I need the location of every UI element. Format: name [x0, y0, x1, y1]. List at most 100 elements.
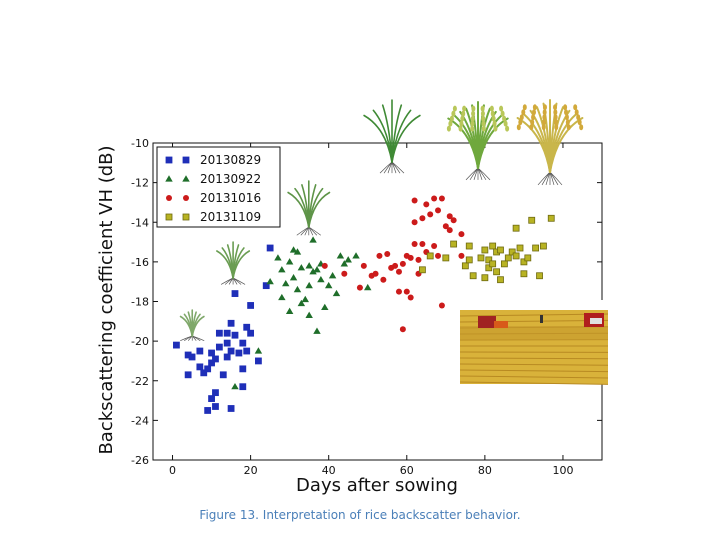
data-point — [450, 217, 457, 224]
data-point — [392, 262, 399, 269]
y-tick-label: -26 — [131, 454, 149, 467]
data-point — [282, 279, 290, 287]
data-point — [231, 382, 239, 390]
data-point — [305, 281, 313, 289]
legend-box — [156, 146, 281, 228]
legend-marker — [166, 195, 172, 201]
data-point — [411, 197, 418, 204]
legend-marker — [182, 156, 190, 164]
data-point — [293, 248, 302, 255]
field-row — [459, 363, 609, 366]
data-point — [520, 270, 528, 278]
data-point — [317, 275, 325, 283]
data-point — [332, 289, 341, 297]
data-point — [536, 272, 543, 280]
data-point — [173, 341, 180, 349]
seedling-medium — [216, 241, 251, 285]
field-sky — [460, 300, 608, 310]
data-point — [399, 260, 406, 267]
data-point — [458, 231, 465, 238]
data-point — [431, 195, 438, 202]
data-point — [227, 347, 235, 355]
data-point — [289, 246, 298, 253]
harvest-field-photo — [459, 300, 609, 385]
legend-marker — [182, 175, 190, 182]
data-point — [399, 326, 406, 333]
data-point — [231, 331, 239, 339]
series-20131109 — [418, 214, 555, 284]
data-point — [547, 214, 555, 222]
data-point — [423, 201, 430, 208]
data-point — [235, 349, 243, 357]
harvested-strip — [460, 326, 608, 340]
data-point — [469, 272, 477, 280]
x-tick-label: 0 — [169, 464, 176, 477]
seedling-small — [179, 309, 205, 342]
harvester-left — [478, 316, 496, 328]
data-point — [500, 260, 508, 268]
legend-marker — [165, 175, 173, 182]
data-point — [215, 343, 223, 351]
data-point — [285, 307, 294, 315]
data-point — [384, 250, 391, 257]
y-tick-label: -24 — [131, 414, 149, 427]
data-point — [497, 246, 504, 254]
data-point — [328, 272, 337, 279]
data-point — [227, 405, 235, 412]
data-point — [215, 329, 223, 337]
data-point — [262, 282, 270, 290]
data-point — [411, 219, 418, 226]
data-point — [395, 268, 402, 275]
data-point — [313, 327, 321, 334]
y-tick-label: -18 — [131, 296, 149, 309]
series-20130922 — [231, 236, 372, 390]
legend-label: 20130829 — [200, 153, 261, 167]
x-tick-label: 100 — [552, 464, 573, 477]
data-point — [313, 266, 321, 273]
data-point — [204, 407, 212, 414]
x-tick-label: 60 — [400, 464, 414, 477]
data-point — [376, 252, 383, 259]
data-point — [324, 281, 333, 289]
data-point — [520, 258, 528, 266]
data-point — [289, 274, 298, 281]
data-point — [266, 277, 274, 285]
field-row — [459, 381, 609, 385]
ripening-plant — [516, 99, 584, 186]
data-point — [223, 353, 231, 361]
data-point — [340, 260, 349, 267]
x-axis-title: Days after sowing — [296, 475, 458, 496]
legend-label: 20131016 — [200, 191, 261, 205]
y-tick-label: -14 — [131, 216, 149, 229]
booting-plant — [363, 99, 421, 174]
data-point — [219, 371, 227, 379]
data-point — [524, 254, 532, 262]
y-tick-label: -20 — [131, 335, 149, 348]
harvester-left-header — [494, 321, 508, 328]
data-point — [196, 363, 204, 371]
data-point — [419, 215, 426, 222]
data-point — [403, 288, 410, 295]
data-point — [247, 329, 255, 337]
field-worker — [540, 315, 543, 323]
data-point — [239, 339, 247, 347]
legend-label: 20131109 — [200, 210, 261, 224]
data-point — [212, 403, 219, 410]
data-point — [438, 302, 445, 309]
data-point — [465, 256, 473, 264]
series-20130829 — [173, 244, 274, 414]
legend: 20130829 20130922 20131016 20131109 — [156, 146, 281, 228]
legend-marker — [165, 213, 173, 221]
data-point — [360, 262, 367, 269]
data-point — [461, 262, 469, 270]
data-point — [485, 264, 493, 272]
data-point — [364, 283, 372, 291]
field-row — [459, 313, 609, 317]
data-point — [305, 262, 313, 269]
data-point — [418, 266, 426, 274]
data-point — [504, 254, 512, 262]
data-point — [231, 290, 239, 297]
data-point — [309, 236, 317, 243]
data-point — [305, 311, 313, 318]
